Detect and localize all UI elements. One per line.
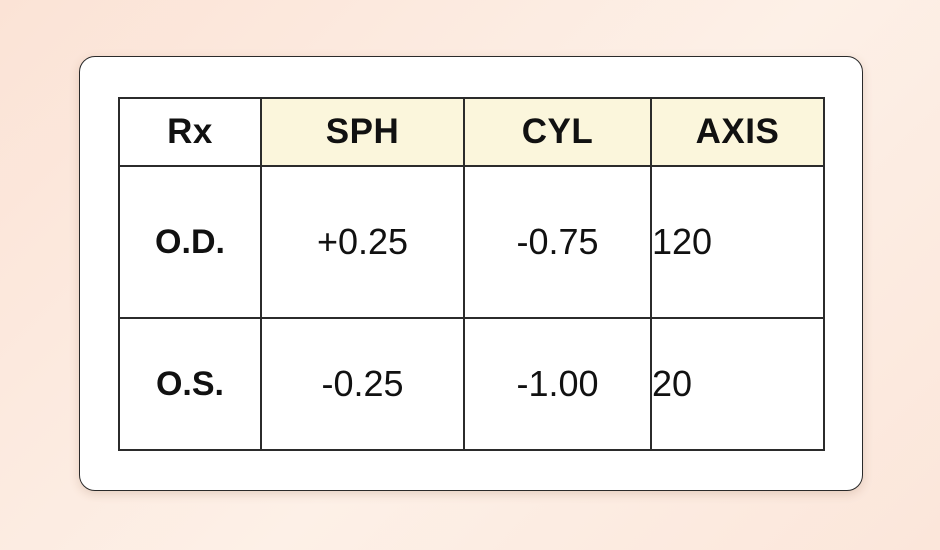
- header-rx: Rx: [118, 97, 262, 167]
- table-row-os: O.S. -0.25 -1.00 20: [118, 317, 825, 451]
- row-label-od: O.D.: [118, 165, 262, 319]
- os-axis-value: 20: [650, 317, 825, 451]
- row-label-os: O.S.: [118, 317, 262, 451]
- header-axis: AXIS: [650, 97, 825, 167]
- header-sph: SPH: [260, 97, 465, 167]
- table-row-od: O.D. +0.25 -0.75 120: [118, 165, 825, 319]
- table-header-row: Rx SPH CYL AXIS: [118, 97, 825, 167]
- header-cyl: CYL: [463, 97, 652, 167]
- prescription-table: Rx SPH CYL AXIS O.D. +0.25 -0.75 120 O.S…: [118, 97, 825, 451]
- os-cyl-value: -1.00: [463, 317, 652, 451]
- od-axis-value: 120: [650, 165, 825, 319]
- os-sph-value: -0.25: [260, 317, 465, 451]
- od-sph-value: +0.25: [260, 165, 465, 319]
- od-cyl-value: -0.75: [463, 165, 652, 319]
